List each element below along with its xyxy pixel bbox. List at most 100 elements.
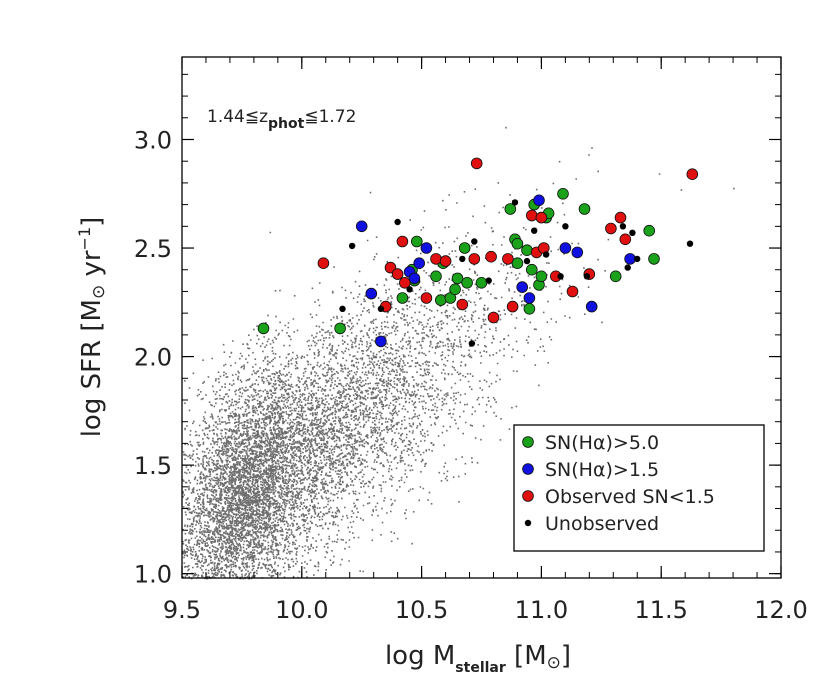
y-tick-label: 3.0 [134, 126, 172, 154]
series-observed-sn-1-5 [317, 157, 699, 324]
data-point [430, 270, 442, 283]
data-point [459, 255, 466, 263]
data-point [348, 242, 356, 250]
data-point [398, 276, 411, 289]
data-point [535, 270, 548, 283]
y-tick-label: 2.5 [134, 235, 172, 263]
data-point [511, 257, 524, 270]
data-point [585, 300, 598, 313]
data-point [377, 305, 385, 312]
data-point [396, 292, 409, 304]
data-point [629, 229, 636, 236]
data-point [619, 233, 632, 246]
data-point [571, 246, 584, 259]
x-tick-label: 12.0 [754, 596, 807, 624]
data-point [523, 292, 536, 304]
data-point [461, 276, 473, 289]
data-point [525, 263, 538, 276]
data-point [619, 223, 627, 230]
data-point [511, 237, 524, 250]
data-point [434, 294, 447, 306]
data-point [468, 340, 476, 347]
data-point [458, 242, 471, 254]
data-point [566, 285, 579, 298]
legend-label: Observed SN<1.5 [545, 486, 715, 508]
data-point [502, 253, 514, 265]
series-layer [257, 157, 699, 348]
data-point [430, 253, 442, 265]
legend-label: SN(Hα)>5.0 [545, 432, 659, 454]
data-point [562, 223, 569, 230]
legend-marker [522, 436, 534, 448]
data-point [470, 157, 483, 170]
data-point [686, 168, 699, 181]
background-sample-dots [182, 126, 735, 580]
y-axis-title: log SFR [M⊙ yr−1] [75, 217, 109, 438]
data-point [648, 253, 660, 265]
data-point [533, 194, 545, 207]
legend-marker [524, 519, 532, 527]
data-point [334, 322, 346, 335]
data-point [614, 211, 627, 224]
data-point [511, 199, 519, 206]
legend-box [513, 424, 765, 552]
data-point [624, 253, 636, 265]
background-dot-cloud [182, 126, 735, 580]
x-tick-label: 9.5 [163, 596, 201, 624]
data-point [468, 253, 481, 265]
series-unobserved [339, 199, 694, 347]
y-tick-label: 1.5 [134, 452, 172, 480]
data-point [686, 240, 694, 247]
data-point [317, 257, 330, 270]
data-point [557, 273, 564, 280]
data-point [451, 272, 464, 285]
data-point [578, 203, 591, 215]
data-point [391, 268, 404, 280]
x-axis-title: log Mstellar [M⊙] [385, 641, 571, 676]
legend: SN(Hα)>5.0 SN(Hα)>1.5 Observed SN<1.5 Unobs… [513, 424, 765, 552]
data-point [413, 257, 426, 270]
data-point [485, 277, 492, 284]
data-point [525, 209, 538, 222]
data-point [624, 264, 631, 271]
axis-ticks [181, 57, 782, 578]
data-point [605, 222, 617, 235]
legend-label: SN(Hα)>1.5 [545, 459, 659, 481]
data-point [557, 188, 569, 200]
x-tick-label: 10.0 [275, 596, 328, 624]
data-point [523, 302, 536, 315]
data-point [375, 335, 387, 348]
data-point [487, 311, 500, 324]
data-point [339, 305, 346, 312]
data-point [516, 281, 528, 293]
data-point [355, 220, 368, 233]
data-point [396, 235, 409, 248]
data-point [394, 218, 401, 226]
data-point [634, 255, 641, 263]
plot-frame [181, 56, 782, 579]
data-point [406, 286, 413, 293]
data-point [420, 242, 433, 254]
data-point [643, 224, 655, 237]
data-point [559, 242, 572, 254]
data-point [420, 292, 433, 304]
legend-marker [522, 463, 534, 475]
data-point [609, 270, 622, 283]
data-point [475, 276, 488, 289]
data-point [531, 227, 538, 234]
legend-marker [522, 490, 534, 502]
redshift-annotation: 1.44≦zphot≦1.72 [207, 107, 356, 132]
data-point [506, 300, 519, 313]
data-point [439, 255, 452, 267]
data-point [504, 203, 517, 215]
axis-tick-labels: 9.5 10.0 10.5 11.0 11.5 12.0 1.0 1.5 2.0 2.5 3.0 [134, 126, 808, 624]
x-tick-label: 11.0 [515, 596, 568, 624]
data-point [583, 273, 591, 280]
data-point [257, 322, 270, 335]
data-point [456, 298, 469, 311]
data-point [410, 235, 423, 248]
data-point [523, 257, 531, 265]
data-point [449, 283, 461, 296]
legend-label: Unobserved [545, 513, 659, 535]
